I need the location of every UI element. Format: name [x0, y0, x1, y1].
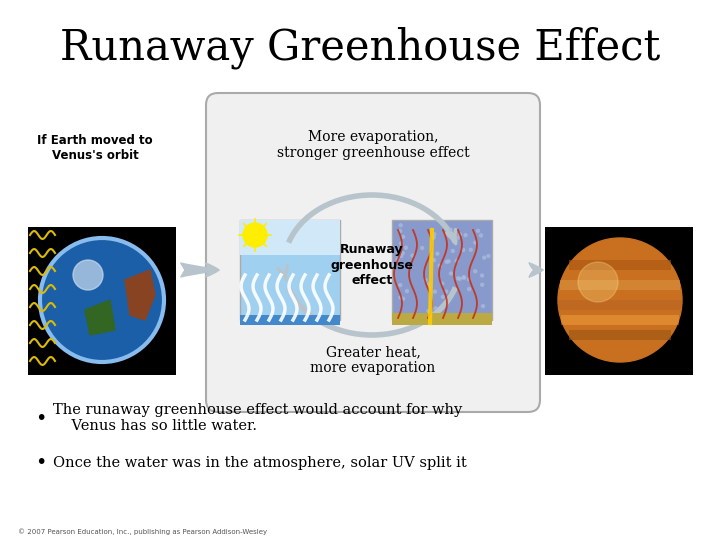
Circle shape [445, 260, 449, 264]
Circle shape [558, 238, 682, 362]
Text: The runaway greenhouse effect would account for why
    Venus has so little wate: The runaway greenhouse effect would acco… [53, 403, 462, 433]
Circle shape [402, 235, 405, 239]
FancyBboxPatch shape [558, 300, 682, 310]
Circle shape [438, 264, 441, 267]
Circle shape [462, 248, 464, 252]
Circle shape [449, 228, 452, 231]
Circle shape [477, 230, 480, 232]
Circle shape [482, 305, 485, 308]
Circle shape [578, 262, 618, 302]
Circle shape [428, 286, 431, 289]
Text: •: • [35, 454, 46, 472]
Circle shape [456, 236, 459, 239]
FancyBboxPatch shape [240, 220, 340, 255]
Circle shape [459, 233, 462, 236]
Circle shape [451, 249, 454, 253]
Polygon shape [125, 270, 155, 320]
FancyBboxPatch shape [545, 227, 693, 375]
FancyBboxPatch shape [569, 330, 671, 340]
Text: Runaway
greenhouse
effect: Runaway greenhouse effect [330, 244, 413, 287]
Circle shape [427, 309, 430, 313]
Circle shape [474, 241, 477, 244]
Circle shape [73, 260, 103, 290]
FancyBboxPatch shape [28, 227, 176, 375]
Circle shape [396, 258, 399, 261]
Text: If Earth moved to
Venus's orbit: If Earth moved to Venus's orbit [37, 134, 153, 162]
Circle shape [459, 277, 462, 280]
Circle shape [449, 272, 452, 275]
Circle shape [400, 242, 402, 245]
Text: •: • [35, 408, 46, 428]
Circle shape [428, 312, 431, 315]
Circle shape [420, 246, 423, 249]
FancyBboxPatch shape [206, 93, 540, 412]
Circle shape [399, 284, 402, 287]
Circle shape [401, 252, 404, 255]
Circle shape [464, 234, 467, 237]
Circle shape [467, 288, 471, 291]
Circle shape [399, 224, 402, 227]
Circle shape [487, 254, 490, 258]
Circle shape [480, 234, 482, 237]
Circle shape [392, 264, 395, 267]
Circle shape [482, 256, 486, 259]
Circle shape [42, 240, 162, 360]
Text: © 2007 Pearson Education, Inc., publishing as Pearson Addison-Wesley: © 2007 Pearson Education, Inc., publishi… [18, 529, 267, 535]
Circle shape [436, 252, 439, 255]
FancyBboxPatch shape [240, 315, 340, 325]
Circle shape [411, 254, 414, 257]
Circle shape [405, 246, 408, 249]
FancyBboxPatch shape [562, 315, 679, 325]
Circle shape [433, 233, 436, 236]
FancyBboxPatch shape [392, 220, 492, 320]
Circle shape [469, 248, 472, 251]
Circle shape [431, 237, 434, 240]
Circle shape [243, 223, 267, 247]
Circle shape [474, 270, 477, 273]
Circle shape [424, 279, 427, 282]
Circle shape [399, 296, 402, 299]
Circle shape [456, 277, 459, 280]
Circle shape [455, 259, 458, 262]
Circle shape [447, 260, 450, 263]
Circle shape [434, 307, 437, 310]
Circle shape [398, 248, 401, 251]
Text: Once the water was in the atmosphere, solar UV split it: Once the water was in the atmosphere, so… [53, 456, 467, 470]
Circle shape [441, 295, 444, 299]
Circle shape [480, 274, 484, 277]
Polygon shape [85, 300, 115, 335]
Circle shape [400, 254, 402, 258]
Circle shape [428, 283, 431, 286]
Circle shape [462, 276, 465, 279]
Text: Runaway Greenhouse Effect: Runaway Greenhouse Effect [60, 27, 660, 69]
FancyBboxPatch shape [392, 313, 492, 325]
Circle shape [432, 235, 435, 239]
Circle shape [427, 282, 430, 285]
Circle shape [433, 290, 436, 293]
Text: More evaporation,
stronger greenhouse effect: More evaporation, stronger greenhouse ef… [276, 130, 469, 160]
Text: Greater heat,
more evaporation: Greater heat, more evaporation [310, 345, 436, 375]
Circle shape [399, 230, 402, 233]
FancyBboxPatch shape [560, 280, 680, 290]
FancyBboxPatch shape [569, 260, 671, 270]
Circle shape [402, 298, 405, 300]
Circle shape [481, 283, 484, 286]
Circle shape [467, 278, 470, 281]
FancyBboxPatch shape [240, 220, 340, 320]
Circle shape [441, 282, 444, 285]
Circle shape [445, 290, 448, 293]
Circle shape [396, 251, 399, 253]
Circle shape [405, 289, 408, 293]
Circle shape [433, 259, 436, 262]
Circle shape [462, 276, 466, 279]
